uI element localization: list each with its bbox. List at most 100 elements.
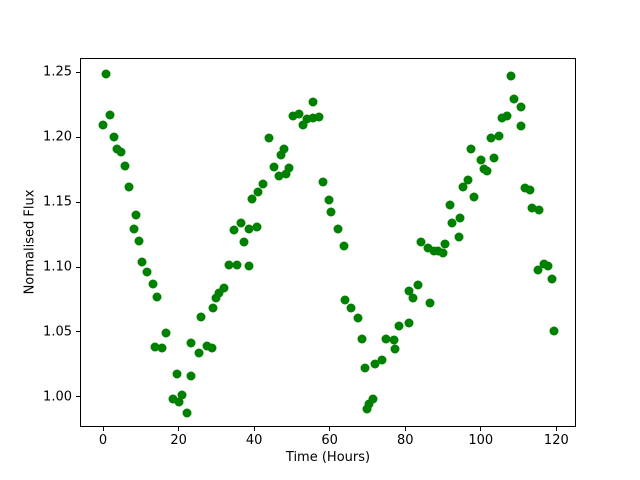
data-point <box>469 192 479 202</box>
y-tick-label: 1.15 <box>43 194 72 210</box>
data-point <box>543 261 553 271</box>
data-point <box>152 292 162 302</box>
data-point <box>247 194 257 204</box>
data-point <box>486 133 496 143</box>
y-tick-mark <box>76 201 80 203</box>
data-point <box>326 207 336 217</box>
x-tick-label: 40 <box>245 433 263 448</box>
data-point <box>516 121 526 131</box>
data-point <box>533 265 543 275</box>
data-point <box>253 187 263 197</box>
data-point <box>497 113 507 123</box>
data-point <box>150 342 160 352</box>
data-point <box>360 363 370 373</box>
data-point <box>438 248 448 258</box>
data-point <box>196 312 206 322</box>
data-point <box>455 213 465 222</box>
x-tick-mark <box>102 427 104 431</box>
data-point <box>182 408 192 418</box>
data-point <box>534 205 544 215</box>
data-point <box>276 150 286 160</box>
data-point <box>416 237 426 247</box>
data-point <box>279 144 289 154</box>
x-tick-mark <box>555 427 557 431</box>
data-point <box>454 232 464 242</box>
data-point <box>157 343 167 353</box>
data-point <box>413 280 423 290</box>
y-tick-mark <box>76 136 80 138</box>
data-point <box>101 69 111 79</box>
data-point <box>137 257 147 267</box>
data-point <box>105 110 115 120</box>
data-point <box>211 293 221 303</box>
data-point <box>502 111 512 121</box>
data-point <box>509 94 519 104</box>
y-tick-mark <box>76 266 80 268</box>
data-point <box>131 210 141 220</box>
data-point <box>494 131 504 141</box>
data-point <box>433 246 443 256</box>
data-point <box>186 371 196 381</box>
data-point <box>236 218 246 228</box>
data-point <box>525 185 535 195</box>
data-point <box>377 355 387 365</box>
data-point <box>339 241 349 251</box>
data-point <box>547 274 557 284</box>
data-point <box>318 177 328 187</box>
data-point <box>408 293 418 303</box>
data-point <box>168 394 178 404</box>
data-point <box>224 260 234 270</box>
data-point <box>129 224 139 234</box>
data-point <box>109 132 119 142</box>
data-point <box>298 120 307 130</box>
data-point <box>244 224 254 234</box>
data-point <box>463 175 473 185</box>
data-point <box>353 313 363 323</box>
data-point <box>202 341 212 351</box>
data-point <box>390 344 400 354</box>
data-point <box>476 155 486 165</box>
data-point <box>346 303 356 313</box>
data-point <box>364 399 374 409</box>
data-point <box>370 359 380 369</box>
x-tick-label: 60 <box>321 433 338 448</box>
y-tick-label: 1.20 <box>43 129 72 145</box>
data-point <box>116 147 126 157</box>
data-point <box>314 112 324 122</box>
data-point <box>208 303 218 313</box>
data-point <box>120 161 130 171</box>
data-point <box>506 71 516 81</box>
data-point <box>362 404 372 414</box>
data-point <box>425 298 435 308</box>
data-point <box>423 243 433 253</box>
y-axis-label: Normalised Flux <box>22 189 38 295</box>
data-point <box>404 286 414 296</box>
y-tick-mark <box>76 396 80 398</box>
data-point <box>308 97 318 107</box>
x-axis-label: Time (Hours) <box>285 450 371 465</box>
data-point <box>447 218 457 228</box>
data-point <box>232 260 242 270</box>
data-point <box>404 318 414 328</box>
data-point <box>549 326 559 336</box>
data-point <box>252 222 262 232</box>
data-point <box>333 224 343 234</box>
data-point <box>440 239 450 249</box>
x-tick-mark <box>404 427 406 431</box>
data-point <box>134 236 144 246</box>
data-point <box>174 397 184 407</box>
y-tick-mark <box>76 331 80 333</box>
data-point <box>389 335 399 345</box>
y-tick-label: 1.10 <box>43 259 72 275</box>
data-point <box>482 166 492 176</box>
data-point <box>161 328 171 338</box>
y-tick-mark <box>76 71 80 73</box>
y-tick-label: 1.05 <box>43 324 72 340</box>
data-point <box>124 182 134 192</box>
x-tick-mark <box>480 427 482 431</box>
data-point <box>539 259 549 269</box>
data-point <box>207 343 217 353</box>
data-point <box>357 334 367 344</box>
data-point <box>244 261 254 271</box>
data-point <box>98 120 108 130</box>
